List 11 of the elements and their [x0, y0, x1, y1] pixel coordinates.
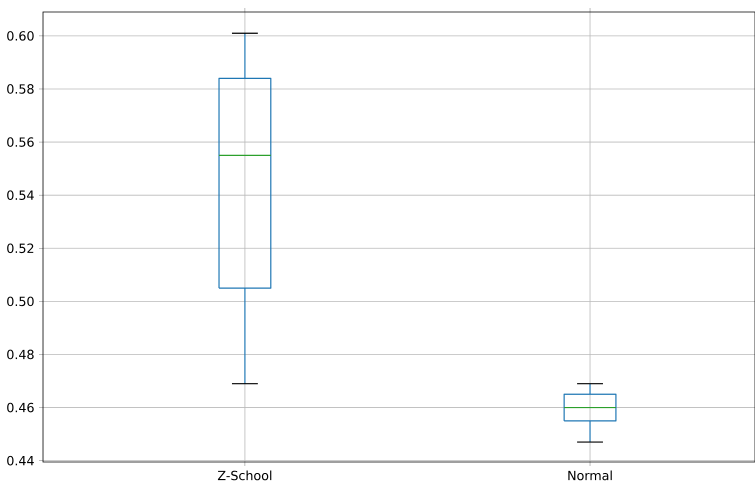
- x-tick-label: Normal: [568, 470, 612, 480]
- y-tick-label: 0.56: [7, 137, 34, 147]
- y-tick-label: 0.54: [7, 190, 34, 200]
- y-tick-label: 0.48: [7, 350, 34, 360]
- y-tick-label: 0.50: [7, 296, 34, 306]
- y-tick-label: 0.46: [7, 402, 34, 412]
- y-tick-label: 0.58: [7, 84, 34, 94]
- x-tick-label: Z-School: [218, 470, 272, 480]
- y-tick-label: 0.60: [7, 31, 34, 41]
- y-tick-label: 0.44: [7, 456, 34, 466]
- y-tick-label: 0.52: [7, 243, 34, 254]
